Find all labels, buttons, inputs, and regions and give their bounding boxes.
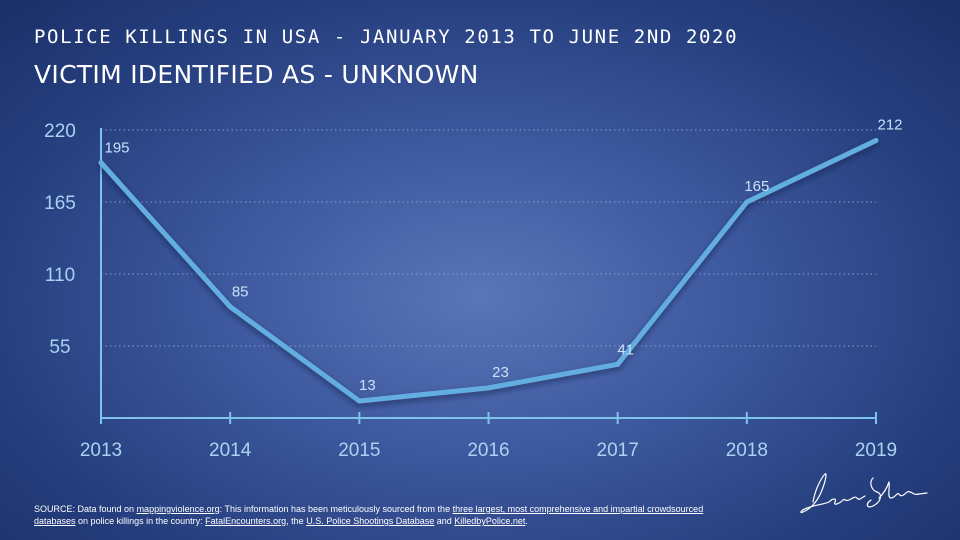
x-tick-label-2014: 2014 <box>209 440 252 461</box>
data-label-2013: 195 <box>104 140 129 157</box>
source-link-police-shootings-db[interactable]: U.S. Police Shootings Database <box>306 516 435 526</box>
data-label-2017: 41 <box>617 341 634 358</box>
signature-image <box>800 473 928 514</box>
source-link-databases[interactable]: three largest, most comprehensive and im… <box>34 504 704 526</box>
data-point-2013 <box>98 160 104 166</box>
source-text-2: on police killings in the country: <box>75 516 206 526</box>
source-text-3: , the <box>286 516 307 526</box>
source-prefix: SOURCE: Data found on <box>34 504 137 514</box>
y-tick-label-55: 55 <box>49 337 70 358</box>
data-point-2018 <box>744 199 750 205</box>
chart-supertitle: POLICE KILLINGS IN USA - JANUARY 2013 TO… <box>34 26 739 48</box>
source-link-killedbypolice[interactable]: KilledbyPolice.net <box>454 516 526 526</box>
y-tick-label-220: 220 <box>44 121 76 142</box>
source-text-4: and <box>434 516 455 526</box>
data-label-2019: 212 <box>877 116 902 133</box>
data-label-2016: 23 <box>492 364 509 381</box>
source-text-1: : This information has been meticulously… <box>219 504 453 514</box>
x-tick-label-2015: 2015 <box>338 440 380 461</box>
source-link-mappingviolence[interactable]: mappingviolence.org <box>136 504 220 514</box>
data-point-2017 <box>615 361 621 367</box>
data-label-2014: 85 <box>232 284 249 301</box>
source-text-5: . <box>525 516 528 526</box>
data-point-2016 <box>486 385 491 391</box>
data-label-2015: 13 <box>359 377 376 394</box>
x-tick-label-2016: 2016 <box>467 440 509 461</box>
y-tick-label-110: 110 <box>45 265 75 286</box>
source-note: SOURCE: Data found on mappingviolence.or… <box>34 503 714 527</box>
chart-title: VICTIM IDENTIFIED AS - UNKNOWN <box>34 60 479 89</box>
data-point-2014 <box>227 304 233 310</box>
source-link-fatalencounters[interactable]: FatalEncounters.org <box>205 516 287 526</box>
x-tick-label-2017: 2017 <box>597 440 639 461</box>
x-tick-label-2018: 2018 <box>726 440 768 461</box>
x-tick-label-2013: 2013 <box>80 440 122 461</box>
data-label-2018: 165 <box>744 178 769 195</box>
x-tick-label-2019: 2019 <box>855 440 897 461</box>
data-point-2019 <box>873 137 879 143</box>
data-point-2015 <box>356 398 362 404</box>
y-tick-label-165: 165 <box>44 193 76 214</box>
